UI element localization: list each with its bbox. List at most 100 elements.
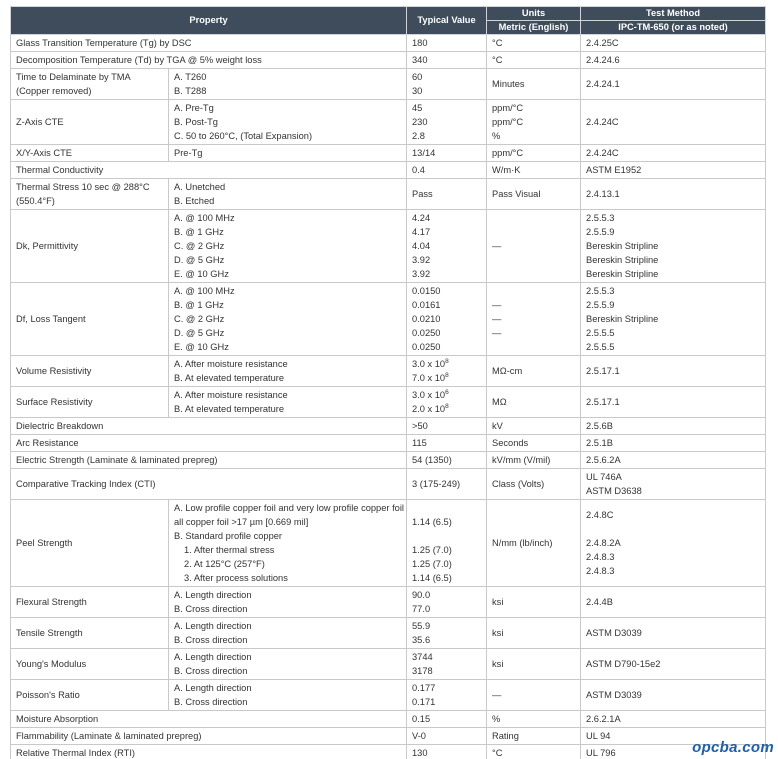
property-cell: Thermal Conductivity [9,161,408,179]
test-method-line: 2.5.5.3 [586,286,615,296]
test-method-cell: 2.4.4B [580,586,767,618]
property-line: Relative Thermal Index (RTI) [16,748,136,758]
table-header: Property Typical Value Units Test Method… [9,6,767,35]
test-method-cell: 2.5.5.3 2.5.5.9 Bereskin Stripline Bereskin… [580,209,767,283]
test-method-line: 2.4.8.2A [586,538,621,548]
test-method-cell: 2.4.24.1 [580,68,767,100]
unit-line: W/m·K [492,165,521,175]
unit-cell: °C [486,51,582,69]
unit-cell: ksi [486,617,582,649]
test-method-cell: 2.4.8C 2.4.8.2A 2.4.8.3 2.4.8.3 [580,499,767,587]
condition-cell: A. Length direction B. Cross direction [167,617,408,649]
property-line: Df, Loss Tangent [16,314,86,324]
test-method-line: 2.4.24.6 [586,55,620,65]
property-cell: Df, Loss Tangent [10,282,169,356]
typical-value-cell: Pass [406,178,488,210]
unit-line: Seconds [492,438,529,448]
typical-value-line: 7.0 x 108 [412,371,481,385]
unit-line: ksi [492,659,504,669]
test-method-line: 2.5.5.5 [586,342,615,352]
unit-cell: Rating [486,727,582,745]
unit-line: Class (Volts) [492,479,545,489]
typical-value-line: 3.0 x 108 [412,357,481,371]
unit-line: — [492,300,502,310]
property-line: Poisson's Ratio [16,690,80,700]
watermark: opcba.com [692,739,774,756]
typical-value-line: 1.14 (6.5) [412,517,452,527]
condition-line: D. @ 5 GHz [174,255,225,265]
typical-value-line: 130 [412,748,428,758]
test-method-cell: 2.6.2.1A [580,710,767,728]
condition-line: A. Length direction [174,590,252,600]
test-method-line: 2.4.8.3 [586,552,615,562]
typical-value-cell: 54 (1350) [406,451,488,469]
typical-value-cell: 55.9 35.6 [406,617,488,649]
condition-line: E. @ 10 GHz [174,342,229,352]
property-line: (550.4°F) [16,196,55,206]
test-method-line: ASTM D790-15e2 [586,659,661,669]
test-method-cell: 2.5.6B [580,417,767,435]
test-method-cell: 2.4.24C [580,144,767,162]
typical-value-line: 3.92 [412,269,431,279]
typical-value-line: 3178 [412,666,433,676]
property-cell: Thermal Stress 10 sec @ 288°C (550.4°F) [10,178,169,210]
table-row: Electric Strength (Laminate & laminated … [9,451,767,469]
typical-value-line: Pass [412,189,433,199]
table-row: Flammability (Laminate & laminated prepr… [9,727,767,745]
value-base: 3.0 x 10 [412,359,446,369]
condition-line: B. At elevated temperature [174,373,285,383]
property-cell: X/Y-Axis CTE [10,144,169,162]
table-row: Moisture Absorption 0.15% 2.6.2.1A [9,710,767,728]
test-method-line: UL 94 [586,731,611,741]
property-cell: Glass Transition Temperature (Tg) by DSC [9,34,408,52]
property-cell: Time to Delaminate by TMA (Copper removed… [10,68,169,100]
property-line: Comparative Tracking Index (CTI) [16,479,156,489]
unit-cell: °C [486,34,582,52]
test-method-line: 2.5.17.1 [586,397,620,407]
value-exponent: 8 [445,403,449,410]
property-line: Dielectric Breakdown [16,421,104,431]
test-method-line: UL 746A [586,472,622,482]
test-method-cell: 2.5.17.1 [580,386,767,418]
typical-value-cell: 115 [406,434,488,452]
condition-line: all copper foil >17 µm [0.669 mil] [174,517,309,527]
condition-line: A. Length direction [174,683,252,693]
value-exponent: 8 [445,358,449,365]
typical-value-cell: 90.0 77.0 [406,586,488,618]
property-cell: Poisson's Ratio [10,679,169,711]
property-cell: Comparative Tracking Index (CTI) [9,468,408,500]
typical-value-line: 2.0 x 108 [412,402,481,416]
test-method-cell: 2.5.5.3 2.5.5.9 Bereskin Stripline 2.5.5.5 2… [580,282,767,356]
condition-line: B. At elevated temperature [174,404,285,414]
test-method-cell: 2.4.25C [580,34,767,52]
property-line: Decomposition Temperature (Td) by TGA @ … [16,55,262,65]
test-method-cell: 2.5.1B [580,434,767,452]
typical-value-line: 0.0150 [412,286,441,296]
unit-line: ppm/°C [492,103,524,113]
typical-value-line: 1.25 (7.0) [412,559,452,569]
test-method-line: Bereskin Stripline [586,255,659,265]
condition-cell: A. @ 100 MHz B. @ 1 GHz C. @ 2 GHz D. @ 5 G… [167,282,408,356]
typical-value-line: 3 (175-249) [412,479,461,489]
table-row: Z-Axis CTE A. Pre-Tg B. Post-Tg C. 50 to 26… [10,99,767,145]
condition-line: B. Cross direction [174,666,248,676]
unit-cell: ppm/°C [486,144,582,162]
unit-line: ppm/°C [492,117,524,127]
unit-cell: % [486,710,582,728]
typical-value-cell: 0.4 [406,161,488,179]
typical-value-line: 4.17 [412,227,431,237]
condition-cell: A. Pre-Tg B. Post-Tg C. 50 to 260°C, (Tota… [167,99,408,145]
typical-value-line: 0.0210 [412,314,441,324]
typical-value-line: 54 (1350) [412,455,452,465]
unit-cell: ksi [486,586,582,618]
typical-value-line [412,529,481,543]
header-typical: Typical Value [406,6,488,35]
test-method-cell: 2.5.6.2A [580,451,767,469]
unit-line: MΩ-cm [492,366,523,376]
typical-value-cell: 1.14 (6.5) 1.25 (7.0) 1.25 (7.0) 1.14 (6.5) [406,499,488,587]
property-line: Flammability (Laminate & laminated prepr… [16,731,202,741]
typical-value-cell: V-0 [406,727,488,745]
test-method-line: 2.4.24.1 [586,79,620,89]
unit-cell: Class (Volts) [486,468,582,500]
property-line: Thermal Stress 10 sec @ 288°C [16,182,150,192]
